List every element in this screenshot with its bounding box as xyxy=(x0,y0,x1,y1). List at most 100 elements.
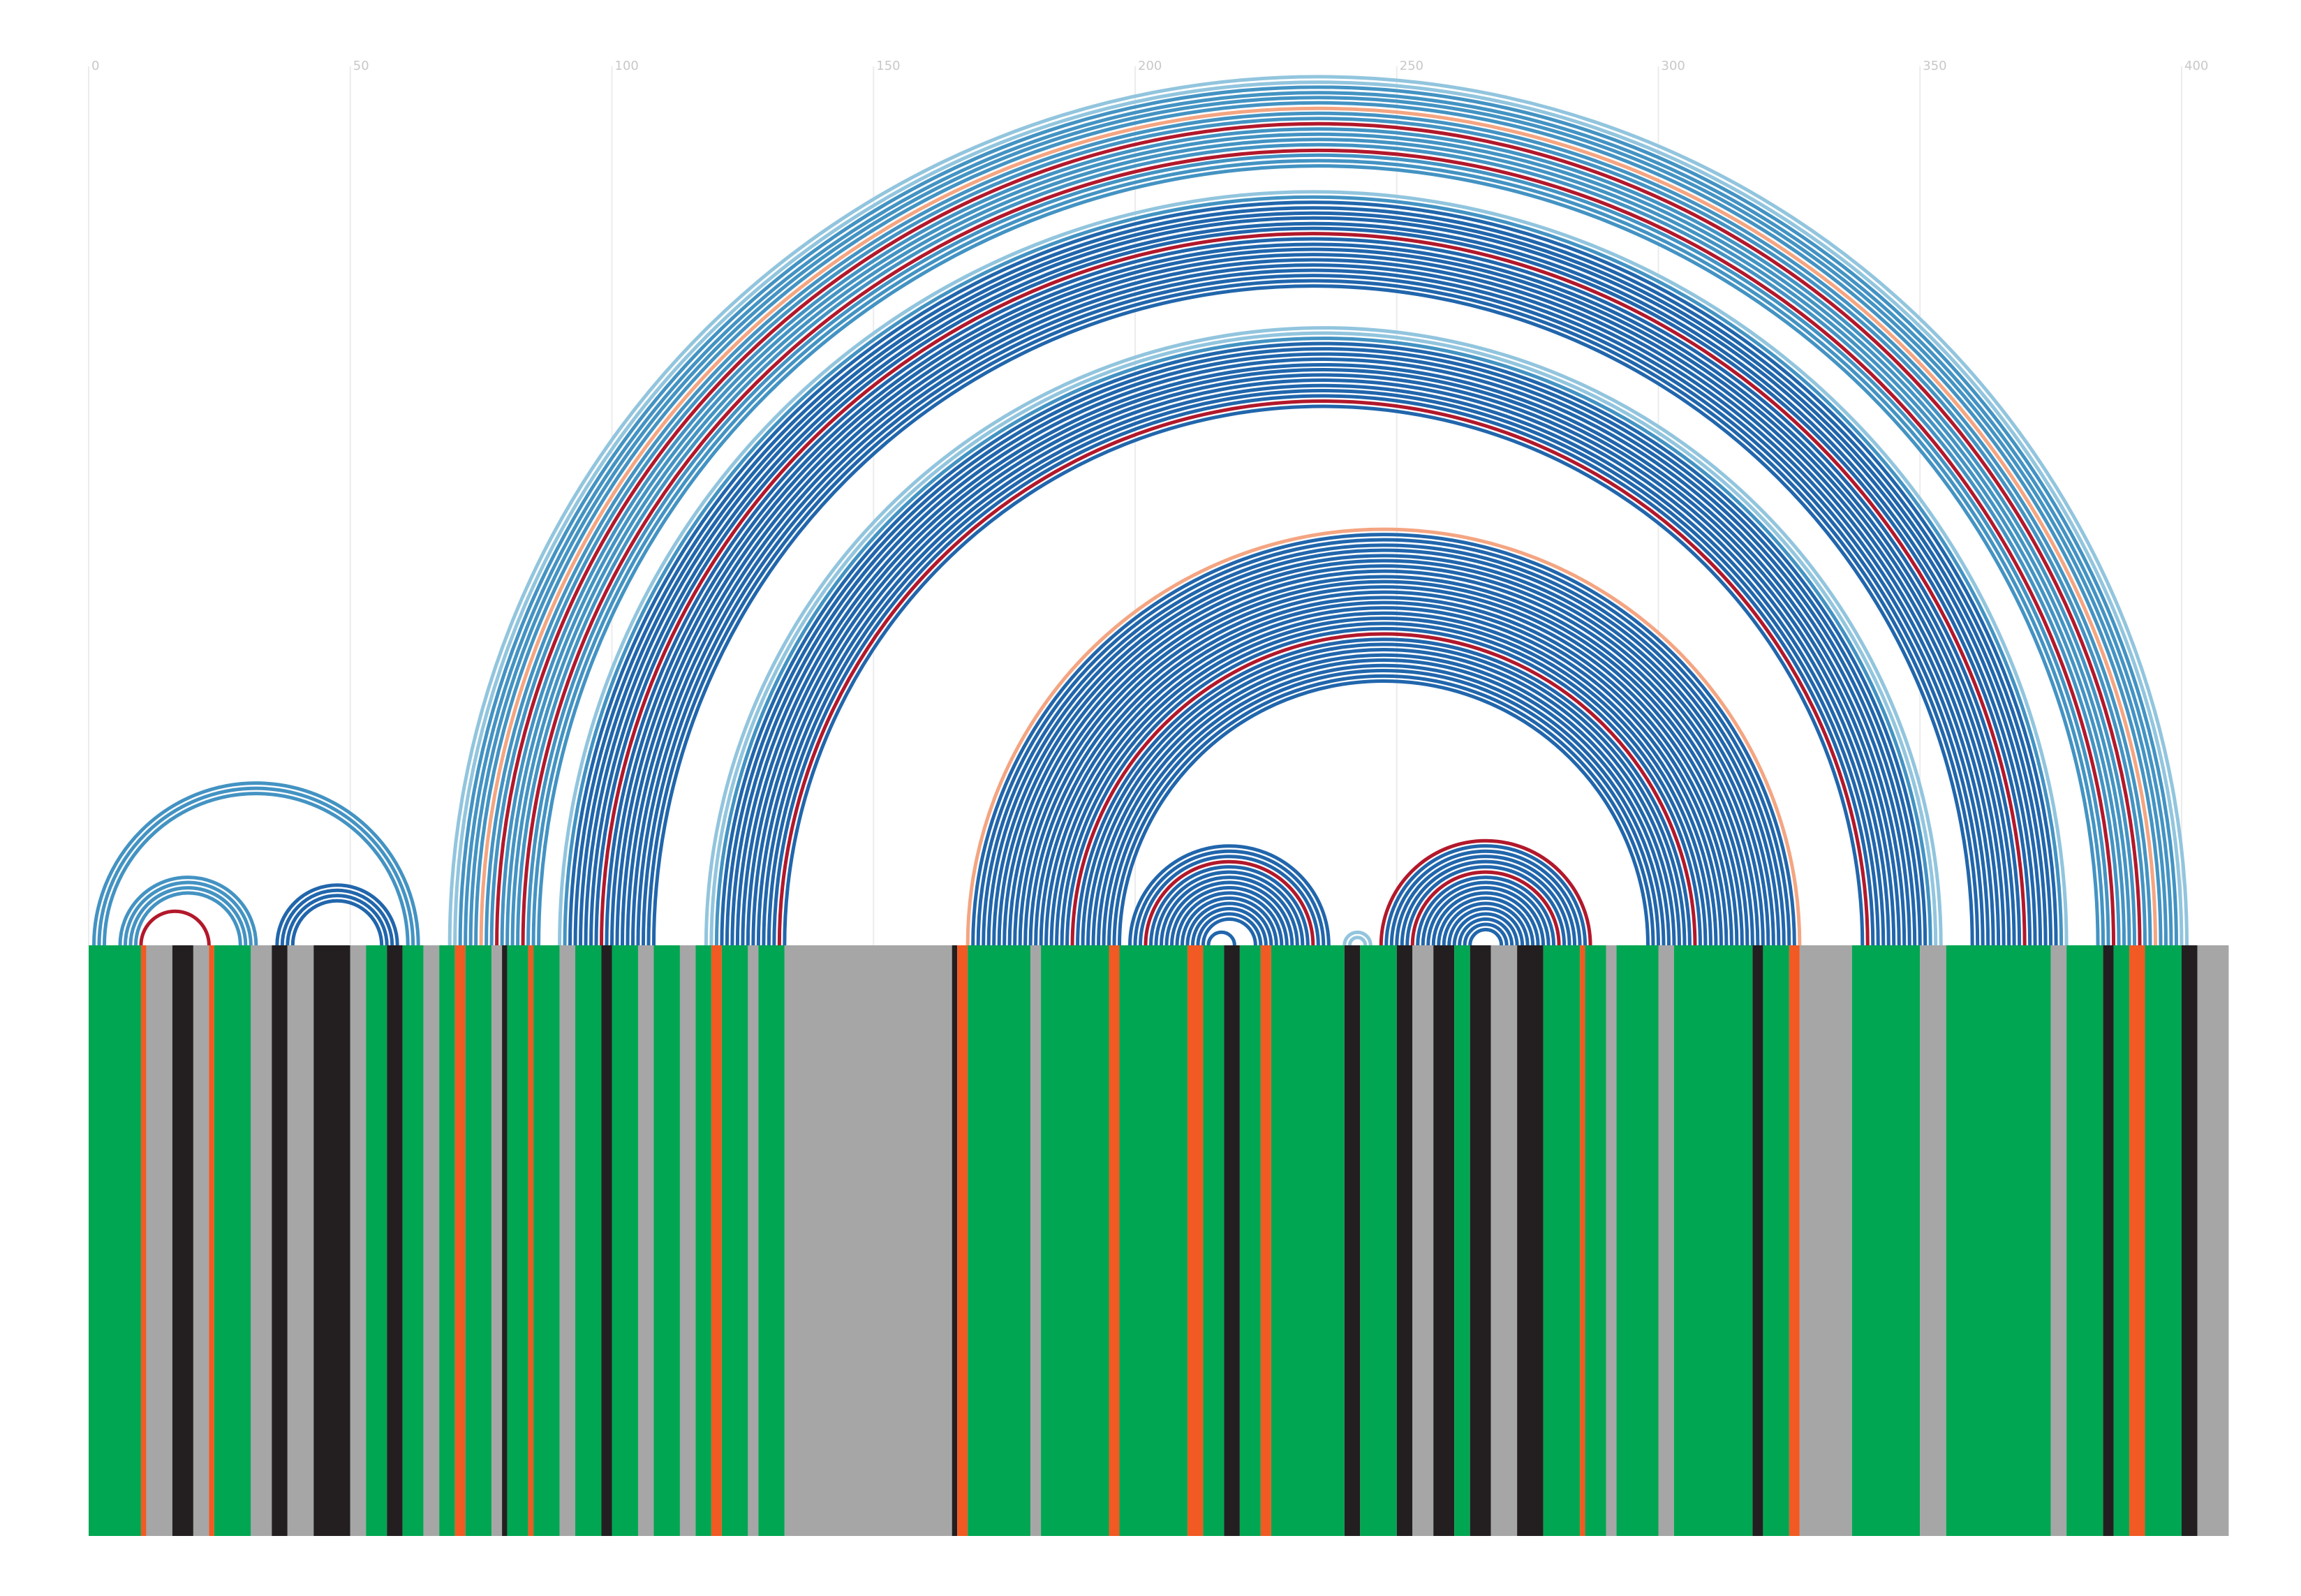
base-pair-arc xyxy=(118,875,258,946)
alignment-column xyxy=(679,945,696,1536)
alignment-column xyxy=(758,945,785,1536)
alignment-column xyxy=(1454,945,1470,1536)
alignment-column xyxy=(1109,945,1120,1536)
base-pair-arc xyxy=(1065,627,1702,946)
base-pair-arc xyxy=(1034,596,1733,946)
base-pair-arc xyxy=(714,337,1932,946)
alignment-column xyxy=(89,945,141,1536)
base-pair-arc xyxy=(1426,886,1546,946)
x-tick-label: 300 xyxy=(1662,59,1685,73)
alignment-column xyxy=(2129,945,2145,1536)
base-pair-arc xyxy=(735,357,1911,946)
base-pair-arc xyxy=(709,331,1938,946)
alignment-column xyxy=(1203,945,1225,1536)
base-pair-arc xyxy=(1384,844,1588,946)
alignment-column xyxy=(423,945,440,1536)
base-pair-arc xyxy=(495,121,2142,946)
base-pair-arc xyxy=(1049,611,1718,946)
x-tick-label: 250 xyxy=(1400,59,1423,73)
alignment-column xyxy=(1673,945,1753,1536)
alignment-column xyxy=(140,945,147,1536)
base-pair-arc xyxy=(1154,870,1305,946)
base-pair-arc xyxy=(1138,855,1320,946)
base-pair-arc xyxy=(1468,928,1504,946)
base-pair-arc xyxy=(1039,600,1729,946)
base-pair-arc xyxy=(777,399,1870,946)
base-pair-arc xyxy=(1405,865,1567,946)
alignment-column xyxy=(695,945,711,1536)
base-pair-arc xyxy=(725,347,1922,946)
alignment-column xyxy=(968,945,1031,1536)
base-pair-arc xyxy=(1447,907,1525,946)
base-pair-arc xyxy=(772,394,1875,946)
alignment-column xyxy=(721,945,748,1536)
alignment-column xyxy=(402,945,424,1536)
base-pair-arc xyxy=(610,242,2016,946)
base-pair-arc xyxy=(1416,875,1556,946)
alignment-column xyxy=(2145,945,2182,1536)
base-pair-arc xyxy=(474,101,2163,946)
alignment-column xyxy=(559,945,576,1536)
alignment-column xyxy=(612,945,638,1536)
base-pair-arc xyxy=(91,781,420,946)
alignment-column xyxy=(1585,945,1606,1536)
alignment-column xyxy=(465,945,492,1536)
alignment-column xyxy=(366,945,387,1536)
alignment-column xyxy=(711,945,722,1536)
base-pair-arc xyxy=(1133,849,1326,946)
base-pair-arc xyxy=(1175,891,1284,946)
alignment-column xyxy=(1260,945,1271,1536)
base-pair-arc xyxy=(1044,606,1723,946)
base-pair-arc xyxy=(1185,901,1273,946)
base-pair-arc xyxy=(589,221,2037,946)
base-pair-arc xyxy=(1431,892,1540,946)
alignment-column xyxy=(1580,945,1585,1536)
base-pair-arc xyxy=(1169,886,1289,946)
alignment-column xyxy=(172,945,193,1536)
alignment-column xyxy=(1752,945,1763,1536)
base-pair-arc xyxy=(1091,653,1676,946)
base-pair-arc xyxy=(1437,896,1535,946)
base-pair-arc xyxy=(290,899,384,946)
base-pair-arc xyxy=(1070,632,1697,946)
alignment-column xyxy=(1119,945,1188,1536)
base-pair-arc xyxy=(275,883,399,946)
base-pair-arc xyxy=(976,538,1791,946)
alignment-column xyxy=(575,945,602,1536)
base-pair-arc xyxy=(720,341,1928,946)
alignment-column xyxy=(533,945,560,1536)
alignment-column xyxy=(1616,945,1659,1536)
x-tick-label: 150 xyxy=(876,59,900,73)
base-pair-arc xyxy=(558,190,2069,946)
x-tick-label: 400 xyxy=(2184,59,2208,73)
base-pair-arc xyxy=(626,258,2001,946)
base-pair-arc xyxy=(636,268,1990,946)
alignment-column xyxy=(601,945,612,1536)
base-pair-arc xyxy=(651,284,1974,946)
base-pair-arc xyxy=(505,132,2131,946)
base-pair-arc xyxy=(1055,616,1712,946)
alignment-column xyxy=(1658,945,1674,1536)
alignment-column xyxy=(313,945,350,1536)
alignment-column xyxy=(1606,945,1617,1536)
alignment-column xyxy=(1763,945,1789,1536)
base-pair-arc xyxy=(1013,575,1754,946)
base-pair-arc xyxy=(630,263,1995,946)
alignment-column xyxy=(1517,945,1544,1536)
base-pair-arc xyxy=(1028,590,1739,946)
base-pair-arc xyxy=(1112,674,1655,946)
alignment-column xyxy=(439,945,455,1536)
base-pair-arc xyxy=(641,274,1985,946)
alignment-column xyxy=(2050,945,2067,1536)
base-pair-arc xyxy=(600,232,2027,946)
base-pair-arc xyxy=(139,909,211,946)
base-pair-arc xyxy=(1452,912,1519,946)
alignment-column xyxy=(454,945,466,1536)
base-pair-arc xyxy=(1395,855,1577,946)
base-pair-arc xyxy=(997,559,1770,946)
alignment-column xyxy=(350,945,367,1536)
base-pair-arc xyxy=(1190,907,1268,946)
base-pair-arc xyxy=(1196,912,1263,946)
alignment-column xyxy=(1543,945,1581,1536)
